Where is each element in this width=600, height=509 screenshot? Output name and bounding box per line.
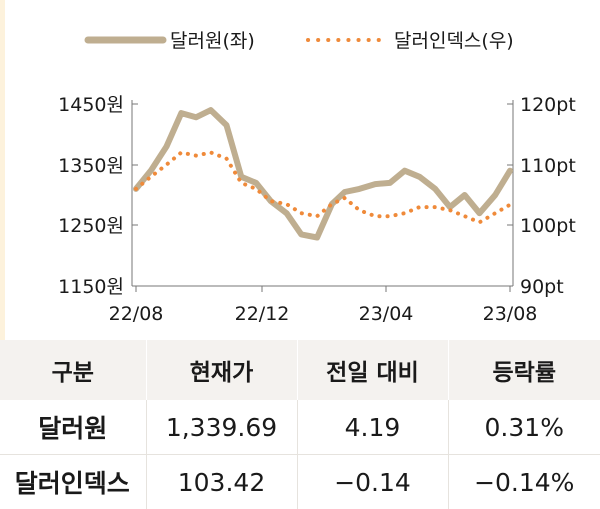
- left-tick-label: 1150원: [58, 276, 124, 298]
- right-tick-label: 90pt: [520, 276, 564, 298]
- right-tick-label: 100pt: [520, 215, 576, 237]
- left-tick-label: 1450원: [58, 94, 124, 116]
- row-change: 4.19: [297, 400, 448, 455]
- right-tick-label: 110pt: [520, 155, 576, 177]
- table-row: 달러원 1,339.69 4.19 0.31%: [0, 400, 600, 455]
- row-name: 달러인덱스: [0, 455, 146, 509]
- x-tick-label: 22/12: [235, 303, 290, 325]
- series-layer: [136, 110, 510, 237]
- header-rate: 등락률: [448, 340, 600, 400]
- row-rate: 0.31%: [448, 400, 600, 455]
- x-tick-label: 23/08: [483, 303, 538, 325]
- row-price: 1,339.69: [146, 400, 297, 455]
- left-tick-label: 1250원: [58, 215, 124, 237]
- legend-krw-label: 달러원(좌): [170, 30, 255, 52]
- left-tick-label: 1350원: [58, 155, 124, 177]
- header-category: 구분: [0, 340, 146, 400]
- legend-dxy-label: 달러인덱스(우): [394, 30, 514, 52]
- row-name: 달러원: [0, 400, 146, 455]
- right-tick-label: 120pt: [520, 94, 576, 116]
- chart-area: 달러원(좌) 달러인덱스(우) 1450원 1350원 1250원 1150원 …: [0, 0, 600, 340]
- row-price: 103.42: [146, 455, 297, 509]
- row-change: −0.14: [297, 455, 448, 509]
- table-row: 달러인덱스 103.42 −0.14 −0.14%: [0, 455, 600, 509]
- line-chart: 달러원(좌) 달러인덱스(우) 1450원 1350원 1250원 1150원 …: [0, 0, 600, 340]
- header-change: 전일 대비: [297, 340, 448, 400]
- table-header-row: 구분 현재가 전일 대비 등락률: [0, 340, 600, 400]
- x-tick-label: 22/08: [109, 303, 164, 325]
- x-tick-label: 23/04: [359, 303, 414, 325]
- row-rate: −0.14%: [448, 455, 600, 509]
- quote-table: 구분 현재가 전일 대비 등락률 달러원 1,339.69 4.19 0.31%…: [0, 340, 600, 509]
- series-dxy-line: [136, 153, 510, 223]
- header-price: 현재가: [146, 340, 297, 400]
- series-krw-line: [136, 110, 510, 237]
- legend: 달러원(좌) 달러인덱스(우): [88, 30, 514, 52]
